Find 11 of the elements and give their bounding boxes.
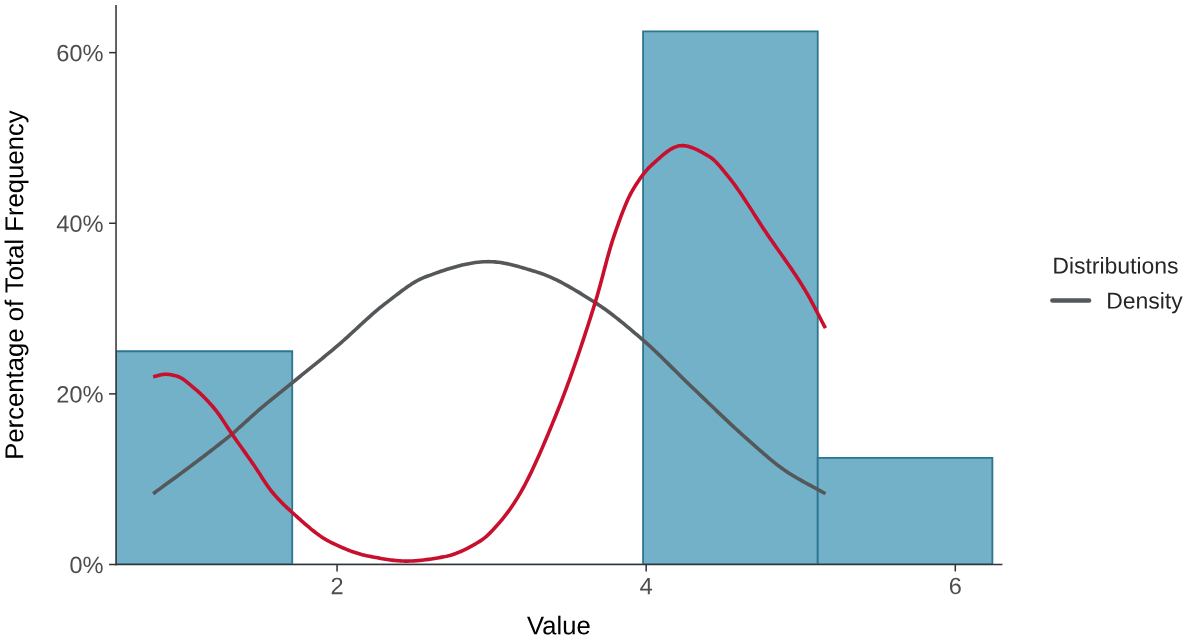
y-axis-title: Percentage of Total Frequency (4, 110, 29, 458)
x-axis-title: Value (527, 615, 590, 635)
x-tick-label: 4 (640, 577, 653, 595)
y-tick-label: 0% (70, 556, 103, 574)
y-tick-label: 60% (57, 44, 103, 62)
legend-title: Distributions (1054, 256, 1178, 274)
y-tick-label: 20% (57, 385, 103, 403)
y-tick-label: 40% (56, 215, 103, 233)
x-tick-label: 2 (331, 577, 343, 595)
legend-label: Density (1108, 291, 1183, 314)
x-tick-label: 6 (949, 577, 961, 595)
